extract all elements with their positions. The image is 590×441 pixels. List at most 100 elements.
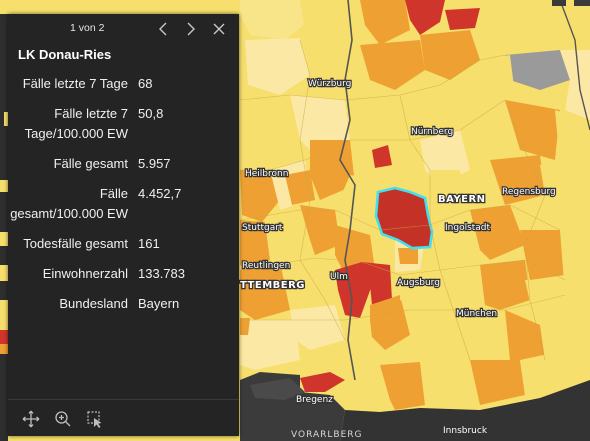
district[interactable]	[265, 210, 310, 260]
popup-title: LK Donau-Ries	[18, 47, 112, 62]
district[interactable]	[240, 170, 280, 222]
popup-pager-text: 1 von 2	[70, 22, 105, 34]
district[interactable]	[380, 362, 425, 410]
top-right-control[interactable]	[552, 0, 566, 6]
attribute-key: Einwohnerzahl	[42, 266, 128, 281]
small-district	[0, 180, 8, 192]
district[interactable]	[240, 320, 300, 370]
zoom-to-button[interactable]	[52, 408, 74, 430]
district[interactable]	[540, 165, 590, 230]
district[interactable]	[285, 170, 315, 205]
district[interactable]	[540, 0, 590, 50]
district[interactable]	[360, 0, 410, 45]
district[interactable]	[470, 205, 525, 260]
district[interactable]	[395, 85, 450, 140]
attribute-row: Einwohnerzahl 133.783	[8, 264, 239, 294]
small-district	[0, 0, 8, 14]
map-label-munchen: München	[456, 309, 497, 319]
district[interactable]	[505, 50, 570, 90]
district[interactable]	[525, 280, 570, 325]
district[interactable]	[300, 372, 345, 392]
district[interactable]	[410, 310, 460, 365]
pan-to-button[interactable]	[20, 408, 42, 430]
attribute-key: Fälle letzte 7 Tage	[22, 76, 128, 91]
select-feature-button[interactable]	[84, 408, 106, 430]
district[interactable]	[460, 100, 520, 160]
district[interactable]	[300, 205, 340, 255]
attribute-row: Fälle letzte 7 Tage 68	[8, 74, 239, 104]
map-label-vorarlberg: VORARLBERG	[291, 430, 362, 440]
district[interactable]	[455, 310, 510, 360]
district[interactable]	[480, 0, 545, 40]
district[interactable]	[400, 270, 445, 310]
district[interactable]	[505, 310, 545, 360]
district[interactable]	[370, 295, 410, 350]
previous-feature-button[interactable]	[154, 19, 174, 39]
district[interactable]	[440, 265, 485, 315]
attribute-value: 68	[138, 76, 153, 91]
district[interactable]	[280, 258, 325, 310]
district[interactable]	[372, 145, 392, 168]
close-popup-button[interactable]	[209, 19, 229, 39]
district[interactable]	[290, 305, 345, 350]
district[interactable]	[345, 320, 375, 370]
district[interactable]	[240, 95, 300, 170]
small-district	[0, 330, 8, 344]
chevron-left-icon	[159, 22, 167, 36]
top-right-control[interactable]	[574, 0, 590, 6]
district[interactable]	[240, 318, 250, 335]
small-district	[0, 300, 8, 330]
district[interactable]	[565, 295, 590, 345]
move-icon	[22, 410, 40, 428]
district[interactable]	[360, 40, 425, 90]
map-label-heilbronn: Heilbronn	[245, 169, 288, 179]
zoom-in-icon	[55, 411, 71, 427]
district[interactable]	[335, 175, 380, 235]
district[interactable]	[335, 262, 372, 318]
small-district	[4, 112, 8, 126]
district[interactable]	[520, 345, 590, 395]
district[interactable]	[420, 30, 480, 80]
district[interactable]	[240, 262, 290, 320]
small-district	[0, 265, 8, 281]
left-edge-region	[0, 0, 8, 441]
attribute-key: Fälle letzte 7 Tage/100.000 EW	[24, 106, 128, 141]
district[interactable]	[480, 55, 515, 100]
map-label-wurzburg: Würzburg	[308, 79, 351, 89]
district[interactable]	[240, 220, 270, 270]
map-label-regensburg: Regensburg	[502, 187, 556, 197]
select-cursor-icon	[87, 411, 102, 428]
district[interactable]	[420, 360, 475, 410]
district[interactable]	[505, 100, 560, 160]
map-label-nurnberg: Nürnberg	[411, 127, 453, 137]
district[interactable]	[245, 38, 310, 95]
district[interactable]	[520, 230, 565, 280]
district[interactable]	[310, 140, 355, 200]
selected-district-donau-ries[interactable]	[374, 186, 434, 250]
district[interactable]	[470, 360, 525, 405]
district[interactable]	[445, 8, 480, 30]
district[interactable]	[490, 155, 545, 205]
district[interactable]	[430, 210, 480, 265]
district[interactable]	[405, 0, 445, 35]
attribute-key: Todesfälle gesamt	[23, 236, 128, 251]
district[interactable]	[362, 262, 392, 305]
attribute-row: Fälle gesamt/100.000 EW 4.452,7	[8, 184, 239, 234]
feature-popup: 1 von 2 LK Donau-Ries Fälle letzte 7 Tag…	[8, 14, 239, 436]
close-icon	[213, 23, 225, 35]
attribute-value: 161	[138, 236, 160, 251]
district[interactable]	[555, 110, 590, 170]
district[interactable]	[240, 0, 310, 40]
district[interactable]	[430, 170, 465, 215]
district[interactable]	[480, 260, 530, 310]
next-feature-button[interactable]	[180, 19, 200, 39]
district[interactable]	[300, 38, 370, 95]
district[interactable]	[345, 95, 410, 160]
lake	[250, 378, 305, 400]
district[interactable]	[560, 230, 590, 300]
district[interactable]	[345, 365, 390, 410]
attribute-row: Todesfälle gesamt 161	[8, 234, 239, 264]
district[interactable]	[398, 248, 418, 264]
attribute-table: Fälle letzte 7 Tage 68 Fälle letzte 7 Tage…	[8, 74, 239, 324]
